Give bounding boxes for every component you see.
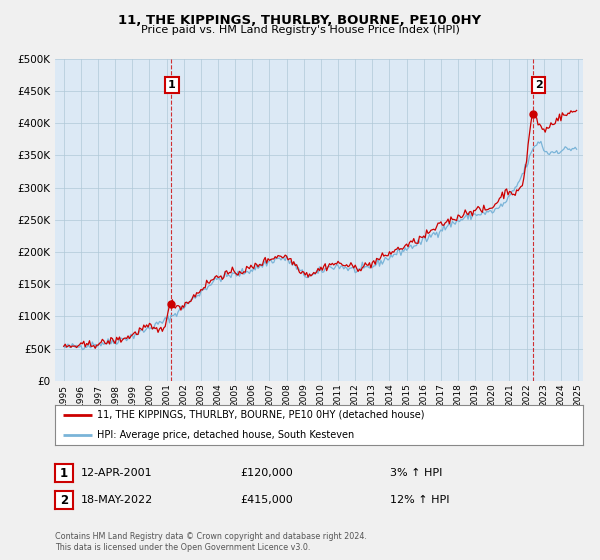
Text: This data is licensed under the Open Government Licence v3.0.: This data is licensed under the Open Gov… [55, 543, 311, 552]
Text: 11, THE KIPPINGS, THURLBY, BOURNE, PE10 0HY (detached house): 11, THE KIPPINGS, THURLBY, BOURNE, PE10 … [97, 410, 425, 420]
Text: 1: 1 [60, 466, 68, 480]
Text: 2: 2 [535, 80, 542, 90]
Text: 2: 2 [60, 493, 68, 507]
Text: 12-APR-2001: 12-APR-2001 [81, 468, 152, 478]
Text: 12% ↑ HPI: 12% ↑ HPI [390, 495, 449, 505]
Text: £120,000: £120,000 [240, 468, 293, 478]
Text: Contains HM Land Registry data © Crown copyright and database right 2024.: Contains HM Land Registry data © Crown c… [55, 532, 367, 541]
Text: £415,000: £415,000 [240, 495, 293, 505]
Text: 11, THE KIPPINGS, THURLBY, BOURNE, PE10 0HY: 11, THE KIPPINGS, THURLBY, BOURNE, PE10 … [118, 14, 482, 27]
Text: Price paid vs. HM Land Registry's House Price Index (HPI): Price paid vs. HM Land Registry's House … [140, 25, 460, 35]
Text: 3% ↑ HPI: 3% ↑ HPI [390, 468, 442, 478]
Text: 18-MAY-2022: 18-MAY-2022 [81, 495, 153, 505]
Text: HPI: Average price, detached house, South Kesteven: HPI: Average price, detached house, Sout… [97, 430, 355, 440]
Text: 1: 1 [168, 80, 176, 90]
